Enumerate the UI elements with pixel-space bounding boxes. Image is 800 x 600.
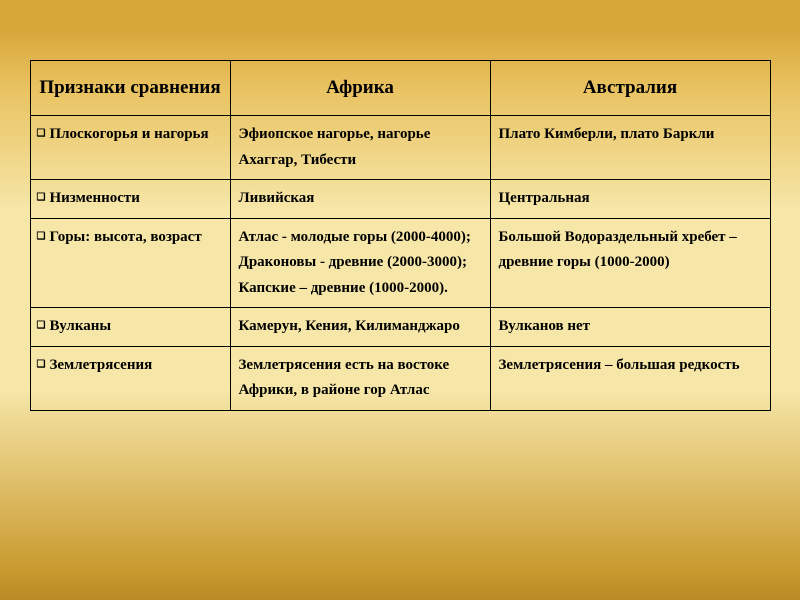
- africa-cell: Ливийская: [230, 180, 490, 219]
- feature-label: Землетрясения: [49, 353, 152, 379]
- feature-cell: ❑ Вулканы: [30, 308, 230, 347]
- feature-label: Плоскогорья и нагорья: [49, 122, 208, 148]
- comparison-table: Признаки сравнения Африка Австралия ❑ Пл…: [30, 60, 771, 411]
- table-row: ❑ Землетрясения Землетрясения есть на во…: [30, 346, 770, 410]
- feature-label: Горы: высота, возраст: [49, 225, 201, 251]
- table-header-row: Признаки сравнения Африка Австралия: [30, 61, 770, 116]
- table-row: ❑ Горы: высота, возраст Атлас - молодые …: [30, 218, 770, 308]
- australia-cell: Землетрясения – большая редкость: [490, 346, 770, 410]
- header-australia: Австралия: [490, 61, 770, 116]
- table-row: ❑ Низменности Ливийская Центральная: [30, 180, 770, 219]
- bullet-icon: ❑: [37, 129, 46, 139]
- feature-cell: ❑ Низменности: [30, 180, 230, 219]
- australia-cell: Центральная: [490, 180, 770, 219]
- feature-label: Низменности: [49, 186, 139, 212]
- table-row: ❑ Вулканы Камерун, Кения, Килиманджаро В…: [30, 308, 770, 347]
- australia-cell: Вулканов нет: [490, 308, 770, 347]
- africa-cell: Эфиопское нагорье, нагорье Ахаггар, Тибе…: [230, 116, 490, 180]
- feature-label: Вулканы: [49, 314, 111, 340]
- africa-cell: Землетрясения есть на востоке Африки, в …: [230, 346, 490, 410]
- australia-cell: Большой Водораздельный хребет – древние …: [490, 218, 770, 308]
- australia-cell: Плато Кимберли, плато Баркли: [490, 116, 770, 180]
- bullet-icon: ❑: [37, 321, 46, 331]
- header-features: Признаки сравнения: [30, 61, 230, 116]
- bullet-icon: ❑: [37, 193, 46, 203]
- feature-cell: ❑ Плоскогорья и нагорья: [30, 116, 230, 180]
- bullet-icon: ❑: [37, 232, 46, 242]
- feature-cell: ❑ Горы: высота, возраст: [30, 218, 230, 308]
- slide-background: Признаки сравнения Африка Австралия ❑ Пл…: [0, 0, 800, 600]
- africa-cell: Атлас - молодые горы (2000-4000); Дракон…: [230, 218, 490, 308]
- table-body: ❑ Плоскогорья и нагорья Эфиопское нагорь…: [30, 116, 770, 411]
- africa-cell: Камерун, Кения, Килиманджаро: [230, 308, 490, 347]
- feature-cell: ❑ Землетрясения: [30, 346, 230, 410]
- bullet-icon: ❑: [37, 360, 46, 370]
- header-africa: Африка: [230, 61, 490, 116]
- table-row: ❑ Плоскогорья и нагорья Эфиопское нагорь…: [30, 116, 770, 180]
